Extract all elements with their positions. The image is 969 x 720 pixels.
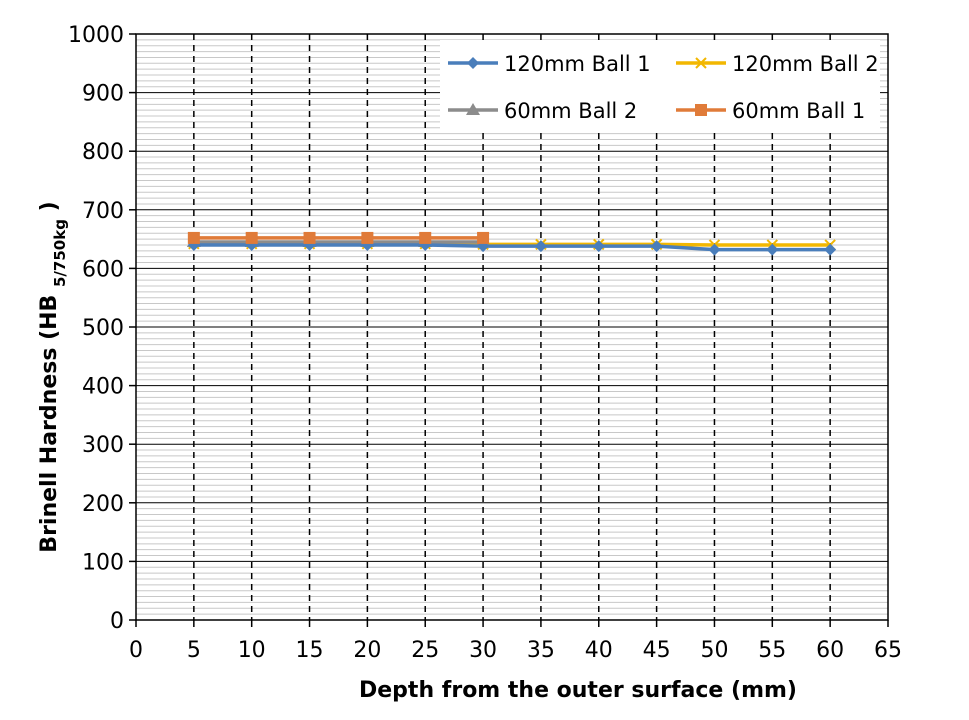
data-point [361,231,374,244]
y-tick-label: 900 [82,82,124,107]
legend-item: 120mm Ball 1 [448,52,651,76]
data-point [824,243,837,256]
y-tick-label: 600 [82,257,124,282]
y-tick-label: 700 [82,199,124,224]
series-line [193,243,831,252]
data-point [187,231,200,244]
axis-tick-marks [129,33,889,627]
x-tick-label: 10 [238,638,266,663]
legend-marker [466,103,480,115]
x-tick-label: 20 [353,638,381,663]
y-tick-label: 400 [82,375,124,400]
data-point [245,231,258,244]
data-point [708,243,721,256]
x-tick-label: 15 [296,638,324,663]
legend-marker [695,57,707,69]
data-point [592,240,605,253]
y-axis-title-close: ) [37,201,62,211]
y-tick-label: 500 [82,316,124,341]
y-axis-title-subscript: 5/750kg [51,219,69,287]
x-tick-label: 55 [758,638,786,663]
y-tick-label: 1000 [68,23,124,48]
y-tick-label: 100 [82,550,124,575]
data-point [766,243,779,256]
x-tick-label: 45 [643,638,671,663]
x-tick-label: 30 [469,638,497,663]
y-axis-title-main: Brinell Hardness (HB [37,295,62,553]
y-tick-label: 0 [110,609,124,634]
series-60mm-ball-1 [187,231,490,244]
y-tick-label: 300 [82,433,124,458]
vertical-gridlines [193,34,831,620]
legend: 120mm Ball 1 120mm Ball 2 60mm Ball 2 60mm … [440,40,880,132]
series-layer [186,231,837,256]
x-tick-label: 60 [816,638,844,663]
y-axis-title: Brinell Hardness (HB 5/750kg ) [37,201,71,552]
data-point [650,240,663,253]
x-tick-label: 5 [187,638,201,663]
data-point [477,231,490,244]
legend-marker [467,57,479,69]
legend-marker [695,104,707,116]
data-point [419,231,432,244]
legend-label: 60mm Ball 2 [504,99,637,123]
x-tick-label: 35 [527,638,555,663]
legend-background [440,40,880,132]
x-tick-label: 50 [700,638,728,663]
y-tick-labels: 0 100 200 300 400 500 600 700 800 900 1000 [68,23,124,634]
x-tick-labels: 0 5 10 15 20 25 30 35 40 45 50 55 60 65 [129,638,902,663]
legend-item: 60mm Ball 1 [676,99,865,123]
y-tick-label: 800 [82,140,124,165]
y-tick-label: 200 [82,492,124,517]
x-tick-label: 65 [874,638,902,663]
legend-label: 120mm Ball 2 [732,52,879,76]
data-point [534,240,547,253]
legend-label: 60mm Ball 1 [732,99,865,123]
data-point [303,231,316,244]
x-tick-label: 40 [585,638,613,663]
x-tick-label: 0 [129,638,143,663]
major-gridlines [136,92,888,562]
legend-items: 120mm Ball 1 120mm Ball 2 60mm Ball 2 60mm … [448,52,879,123]
legend-item: 60mm Ball 2 [448,99,637,123]
legend-label: 120mm Ball 1 [504,52,651,76]
x-tick-label: 25 [411,638,439,663]
x-axis-title: Depth from the outer surface (mm) [359,678,797,703]
legend-item: 120mm Ball 2 [676,52,879,76]
